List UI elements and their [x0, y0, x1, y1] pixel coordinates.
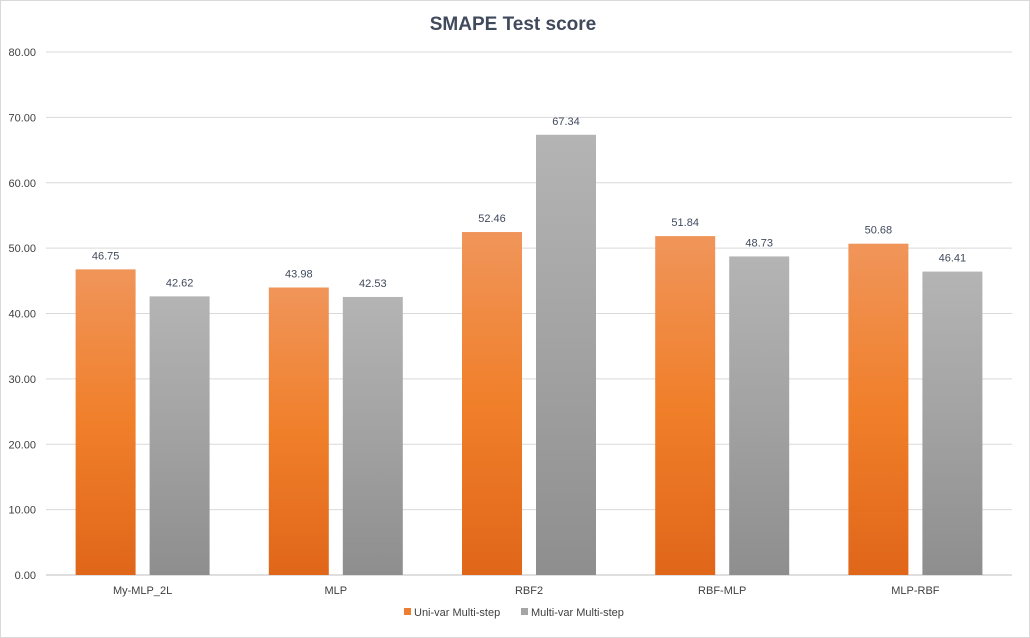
bars: [75, 134, 983, 575]
x-tick-label: RBF-MLP: [698, 585, 746, 597]
y-tick-label: 20.00: [8, 439, 36, 451]
bar-uni-var: [655, 236, 716, 575]
bar-multi-var: [536, 134, 596, 575]
data-label: 43.98: [285, 268, 313, 280]
bar-multi-var: [922, 271, 983, 575]
data-label: 50.68: [865, 225, 893, 237]
data-label: 48.73: [745, 237, 773, 249]
y-tick-label: 80.00: [8, 47, 36, 59]
data-label: 67.34: [552, 116, 580, 128]
bar-uni-var: [268, 287, 329, 575]
x-tick-label: My-MLP_2L: [113, 585, 172, 597]
legend-label: Uni-var Multi-step: [414, 607, 500, 619]
bar-multi-var: [729, 256, 790, 575]
data-label: 46.75: [92, 250, 120, 262]
legend: Uni-var Multi-step Multi-var Multi-step: [404, 607, 624, 619]
data-labels: 46.75 42.62 43.98 42.53 52.46 67.34 51.84 48.73…: [92, 116, 966, 290]
y-tick-label: 30.00: [8, 374, 36, 386]
y-tick-label: 70.00: [8, 112, 36, 124]
chart-title: SMAPE Test score: [430, 14, 596, 35]
y-tick-label: 40.00: [8, 309, 36, 321]
bar-uni-var: [462, 232, 522, 575]
y-axis-ticks: 0.00 10.00 20.00 30.00 40.00 50.00 60.00 70.00 8…: [8, 47, 36, 582]
y-tick-label: 0.00: [15, 570, 36, 582]
bar-multi-var: [342, 296, 403, 575]
y-tick-label: 10.00: [8, 505, 36, 517]
bar-multi-var: [149, 296, 210, 575]
x-tick-label: MLP-RBF: [891, 585, 940, 597]
x-tick-label: MLP: [324, 585, 347, 597]
y-tick-label: 50.00: [8, 243, 36, 255]
data-label: 42.53: [359, 278, 387, 290]
data-label: 42.62: [166, 277, 194, 289]
data-label: 46.41: [939, 253, 967, 265]
y-tick-label: 60.00: [8, 178, 36, 190]
data-label: 51.84: [671, 217, 699, 229]
bar-uni-var: [848, 243, 909, 575]
x-tick-label: RBF2: [515, 585, 543, 597]
legend-swatch: [521, 608, 528, 615]
bar-uni-var: [75, 269, 136, 575]
legend-swatch: [404, 608, 411, 615]
x-axis-ticks: My-MLP_2L MLP RBF2 RBF-MLP MLP-RBF: [113, 585, 940, 597]
legend-label: Multi-var Multi-step: [531, 607, 624, 619]
data-label: 52.46: [478, 213, 506, 225]
